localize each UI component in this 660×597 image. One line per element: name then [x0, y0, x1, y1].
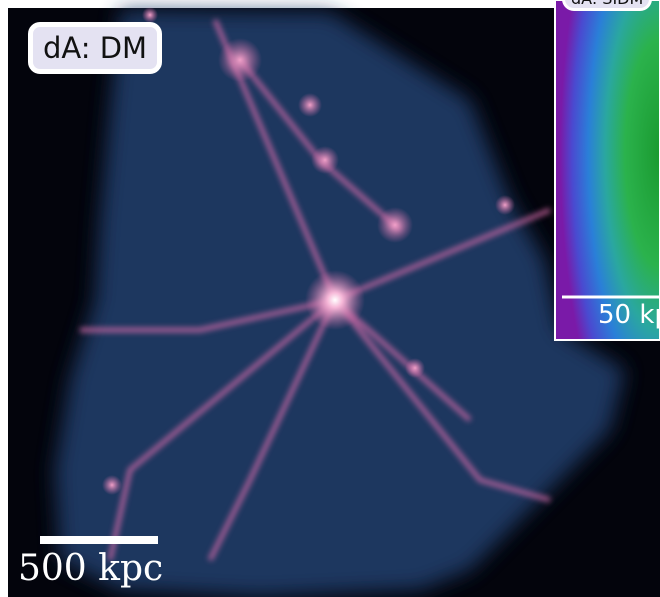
simulation-image	[0, 0, 660, 597]
panel-label: dA: DM	[28, 22, 162, 74]
inset-image	[555, 0, 660, 340]
scale-label: 500 kpc	[18, 548, 163, 589]
inset-scale-label: 50 kpc	[598, 300, 660, 330]
inset-label: dA: SIDM	[562, 0, 652, 11]
figure: dA: DM 500 kpc dA: SIDM 50 kpc	[0, 0, 660, 597]
